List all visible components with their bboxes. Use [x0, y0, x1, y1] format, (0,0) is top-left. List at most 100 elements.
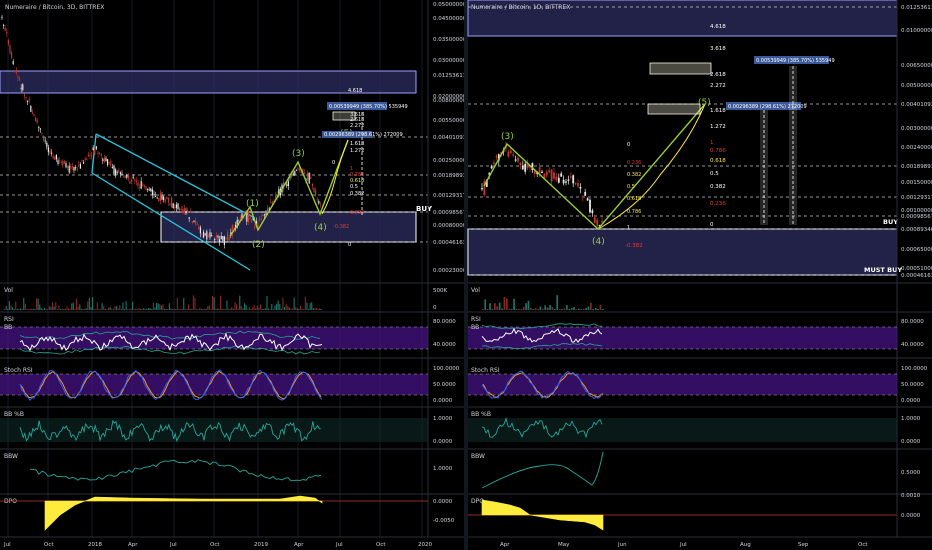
candle: [206, 231, 208, 240]
candle: [12, 61, 14, 65]
right-price-axis[interactable]: 0.01253611 0.01000000 0.00650000 0.00500000…: [901, 5, 932, 279]
right-bbp-axis-0: 0.0000: [901, 439, 921, 445]
candle: [54, 156, 56, 160]
left-bbw-axis-1: 1.0000: [433, 466, 453, 472]
candle: [39, 128, 41, 130]
candle: [526, 162, 529, 169]
volume-bar: [71, 303, 73, 310]
volume-bar: [16, 308, 18, 310]
volume-bar: [520, 308, 523, 310]
volume-bar: [224, 308, 226, 310]
candle: [41, 132, 43, 134]
candle: [63, 161, 65, 164]
volume-bar: [256, 305, 258, 310]
pane-divider[interactable]: [464, 0, 468, 550]
volume-bar: [575, 308, 578, 310]
volume-bar: [573, 307, 575, 310]
volume-bar: [74, 308, 76, 310]
right-rsi-axis-80: 80.0000: [901, 319, 924, 325]
candle: [46, 142, 48, 147]
volume-bar: [53, 306, 55, 310]
left-volume-bars: [4, 295, 322, 310]
volume-bar: [132, 301, 134, 310]
volume-bar: [176, 297, 178, 310]
right-bbp-line: [481, 417, 603, 439]
volume-bar: [236, 304, 238, 310]
candle: [252, 217, 254, 221]
volume-bar: [106, 308, 108, 310]
volume-bar: [32, 308, 34, 310]
volume-bar: [56, 309, 58, 310]
left-rsi-line: [19, 332, 323, 352]
candle: [17, 76, 19, 78]
candle: [123, 176, 125, 178]
candle: [318, 201, 320, 204]
right-bbw-label: BBW: [471, 453, 485, 460]
candle: [55, 154, 57, 160]
volume-bar: [199, 307, 201, 310]
volume-bar: [127, 308, 129, 310]
candle: [303, 172, 305, 174]
left-bbp-axis-0: 0.0000: [433, 439, 453, 445]
volume-bar: [196, 308, 198, 310]
candle: [89, 154, 91, 156]
candle: [44, 140, 46, 142]
candle: [81, 159, 83, 161]
candle: [524, 163, 527, 172]
volume-bar: [186, 308, 188, 310]
right-symbol-title: Numeraire / Bitcoin, 1D, BITTREX: [471, 4, 570, 11]
candle: [30, 105, 32, 112]
candle: [9, 45, 11, 54]
right-chart[interactable]: (3) (4) (5) 4.618 3.618 2.618 2.272 1.61…: [467, 0, 932, 548]
volume-bar: [247, 308, 249, 310]
candle: [260, 218, 262, 220]
volume-bar: [208, 305, 210, 310]
candle: [569, 176, 572, 178]
candle: [481, 188, 483, 190]
candle: [121, 173, 123, 176]
candle: [215, 235, 217, 238]
right-price-tick: 0.00100000: [901, 208, 932, 214]
volume-bar: [5, 306, 7, 310]
right-target-label-2: 0.00296389 (298.61%) 272009: [728, 104, 807, 110]
left-price-tick: 0.00189893: [433, 173, 467, 179]
volume-bar: [4, 308, 6, 310]
candle: [140, 181, 142, 189]
volume-bar: [482, 308, 484, 310]
candle: [92, 147, 94, 151]
candle: [196, 223, 198, 225]
volume-bar: [303, 308, 305, 310]
candle: [172, 203, 174, 208]
volume-bar: [184, 308, 186, 310]
volume-bar: [544, 305, 547, 310]
volume-bar: [21, 308, 23, 310]
left-time-tick: Jul: [3, 542, 11, 548]
left-time-tick: Oct: [44, 542, 54, 548]
volume-bar: [156, 303, 158, 310]
left-price-axis[interactable]: 0.05000000 0.04500000 0.03500000 0.03000000…: [433, 2, 467, 274]
candle: [251, 221, 253, 223]
volume-bar: [293, 297, 295, 310]
volume-bar: [563, 308, 566, 310]
candle: [589, 199, 591, 213]
right-time-axis[interactable]: Apr May Jun Jul Aug Sep Oct: [500, 542, 868, 548]
left-chart[interactable]: (1) (2) (3) (4) (5) 4.618 3.618 2.618 2.…: [0, 0, 467, 548]
candle: [517, 157, 519, 162]
left-dpo-label: DPO: [4, 498, 17, 505]
volume-bar: [285, 304, 287, 310]
right-small-fib-1: 1: [627, 225, 630, 231]
volume-bar: [152, 302, 154, 310]
volume-bar: [117, 308, 119, 310]
volume-bar: [36, 298, 38, 310]
candle: [295, 169, 297, 171]
volume-bar: [136, 309, 138, 310]
candle: [167, 197, 169, 203]
candle: [529, 166, 531, 168]
candle: [212, 241, 214, 243]
left-time-axis[interactable]: Jul Oct 2018 Apr Jul Oct 2019 Apr Jul Oct 2020: [3, 542, 432, 548]
candle: [70, 166, 72, 169]
volume-bar: [149, 308, 151, 310]
volume-bar: [100, 308, 102, 310]
volume-bar: [242, 307, 244, 310]
candle: [577, 183, 579, 187]
